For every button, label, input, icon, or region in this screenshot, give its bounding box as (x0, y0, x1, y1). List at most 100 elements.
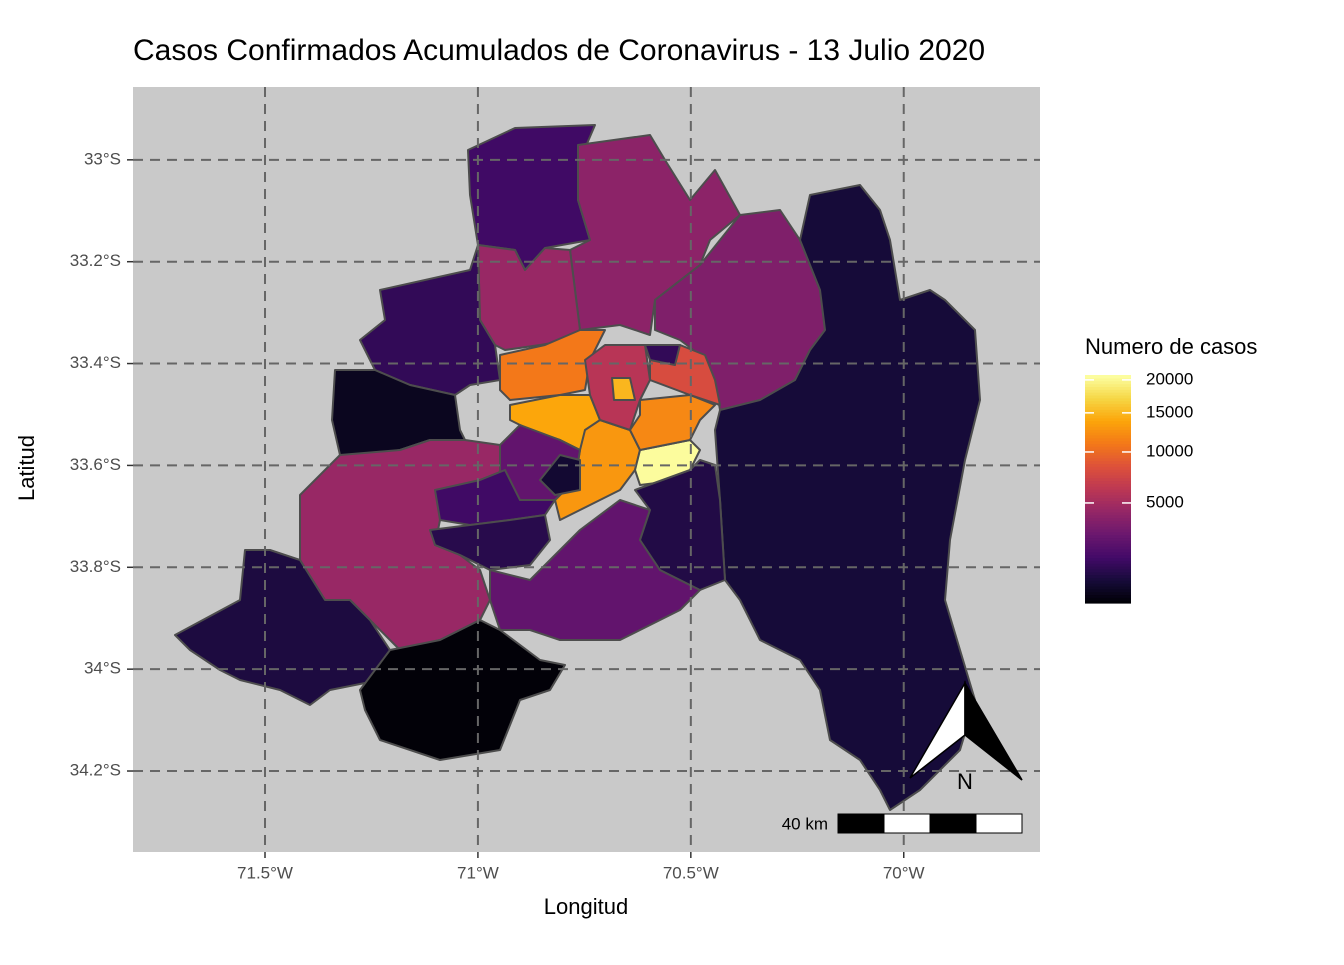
legend-gradient (1085, 392, 1131, 396)
legend-gradient (1085, 585, 1131, 590)
legend-gradient (1085, 480, 1131, 484)
region (434, 469, 556, 526)
legend-gradient (1085, 517, 1131, 521)
legend-gradient (1085, 528, 1131, 533)
legend-gradient (1085, 471, 1131, 476)
y-axis-label: Latitud (14, 435, 39, 501)
legend-gradient (1085, 580, 1131, 584)
scale-segment (975, 813, 1023, 834)
scale-label: 40 km (782, 814, 828, 833)
legend-gradient (1085, 423, 1131, 427)
legend-gradient (1085, 412, 1131, 416)
legend-gradient (1085, 554, 1131, 558)
legend-gradient (1085, 394, 1131, 399)
x-tick-label: 71.5°W (237, 863, 293, 882)
legend-gradient (1085, 400, 1131, 405)
legend-gradient (1085, 489, 1131, 493)
legend-gradient (1085, 409, 1131, 413)
y-tick-label: 33.2°S (70, 251, 121, 270)
legend-gradient (1085, 537, 1131, 541)
legend-gradient (1085, 594, 1131, 598)
legend-gradient (1085, 437, 1131, 442)
legend-gradient (1085, 588, 1131, 593)
legend-gradient (1085, 432, 1131, 436)
legend-gradient (1085, 557, 1131, 561)
grid (133, 87, 1040, 852)
region (429, 514, 551, 571)
y-tick-label: 34.2°S (70, 761, 121, 780)
legend-title: Numero de casos (1085, 334, 1257, 359)
chart-title: Casos Confirmados Acumulados de Coronavi… (133, 34, 985, 67)
legend-gradient (1085, 526, 1131, 530)
legend-gradient (1085, 440, 1131, 444)
legend-gradient (1085, 380, 1131, 385)
legend-gradient (1085, 469, 1131, 473)
legend-tick-label: 15000 (1146, 402, 1193, 421)
region (634, 459, 726, 591)
legend-gradient (1085, 534, 1131, 539)
y-tick-label: 33.4°S (70, 353, 121, 372)
legend-gradient (1085, 454, 1131, 459)
legend-gradient (1085, 531, 1131, 536)
x-tick-label: 70.5°W (663, 863, 719, 882)
legend-tick-label: 10000 (1146, 441, 1193, 460)
region (714, 184, 981, 811)
x-tick-label: 71°W (457, 863, 499, 882)
legend-gradient (1085, 551, 1131, 556)
legend-gradient (1085, 563, 1131, 567)
legend-tick-label: 20000 (1146, 369, 1193, 388)
scale-segment (929, 813, 977, 834)
regions (174, 124, 981, 811)
legend-gradient (1085, 565, 1131, 570)
legend-gradient (1085, 546, 1131, 550)
legend-gradient (1085, 483, 1131, 487)
legend-gradient (1085, 548, 1131, 553)
legend: 5000 10000 15000 20000 (1085, 369, 1193, 604)
legend-gradient (1085, 520, 1131, 524)
legend-gradient (1085, 397, 1131, 402)
legend-gradient (1085, 417, 1131, 422)
legend-gradient (1085, 429, 1131, 433)
north-label: N (957, 769, 973, 794)
legend-gradient (1085, 577, 1131, 581)
legend-gradient (1085, 491, 1131, 496)
legend-gradient (1085, 514, 1131, 519)
y-tick-label: 33.8°S (70, 557, 121, 576)
y-tick-label: 34°S (84, 659, 121, 678)
legend-gradient (1085, 414, 1131, 419)
legend-gradient (1085, 571, 1131, 576)
legend-gradient (1085, 511, 1131, 516)
legend-gradient (1085, 406, 1131, 410)
legend-gradient (1085, 383, 1131, 387)
legend-gradient (1085, 474, 1131, 479)
legend-gradient (1085, 466, 1131, 470)
x-tick-label: 70°W (883, 863, 925, 882)
legend-gradient (1085, 508, 1131, 513)
scale-bar: 40 km (782, 813, 1023, 834)
legend-gradient (1085, 568, 1131, 573)
legend-gradient (1085, 426, 1131, 430)
legend-gradient (1085, 503, 1131, 507)
region (644, 344, 681, 366)
legend-gradient (1085, 477, 1131, 482)
legend-gradient (1085, 463, 1131, 467)
region (611, 377, 636, 401)
legend-gradient (1085, 494, 1131, 499)
legend-gradient (1085, 500, 1131, 504)
region (359, 619, 566, 761)
legend-gradient (1085, 434, 1131, 439)
legend-gradient (1085, 583, 1131, 587)
legend-gradient (1085, 375, 1131, 379)
north-arrow: N (909, 680, 1023, 794)
legend-gradient (1085, 560, 1131, 564)
scale-segment (837, 813, 885, 834)
legend-gradient (1085, 523, 1131, 527)
legend-gradient (1085, 540, 1131, 544)
legend-gradient (1085, 420, 1131, 425)
legend-gradient (1085, 597, 1131, 601)
region (467, 124, 596, 271)
y-tick-label: 33°S (84, 149, 121, 168)
legend-gradient (1085, 443, 1131, 447)
scale-segment (883, 813, 931, 834)
